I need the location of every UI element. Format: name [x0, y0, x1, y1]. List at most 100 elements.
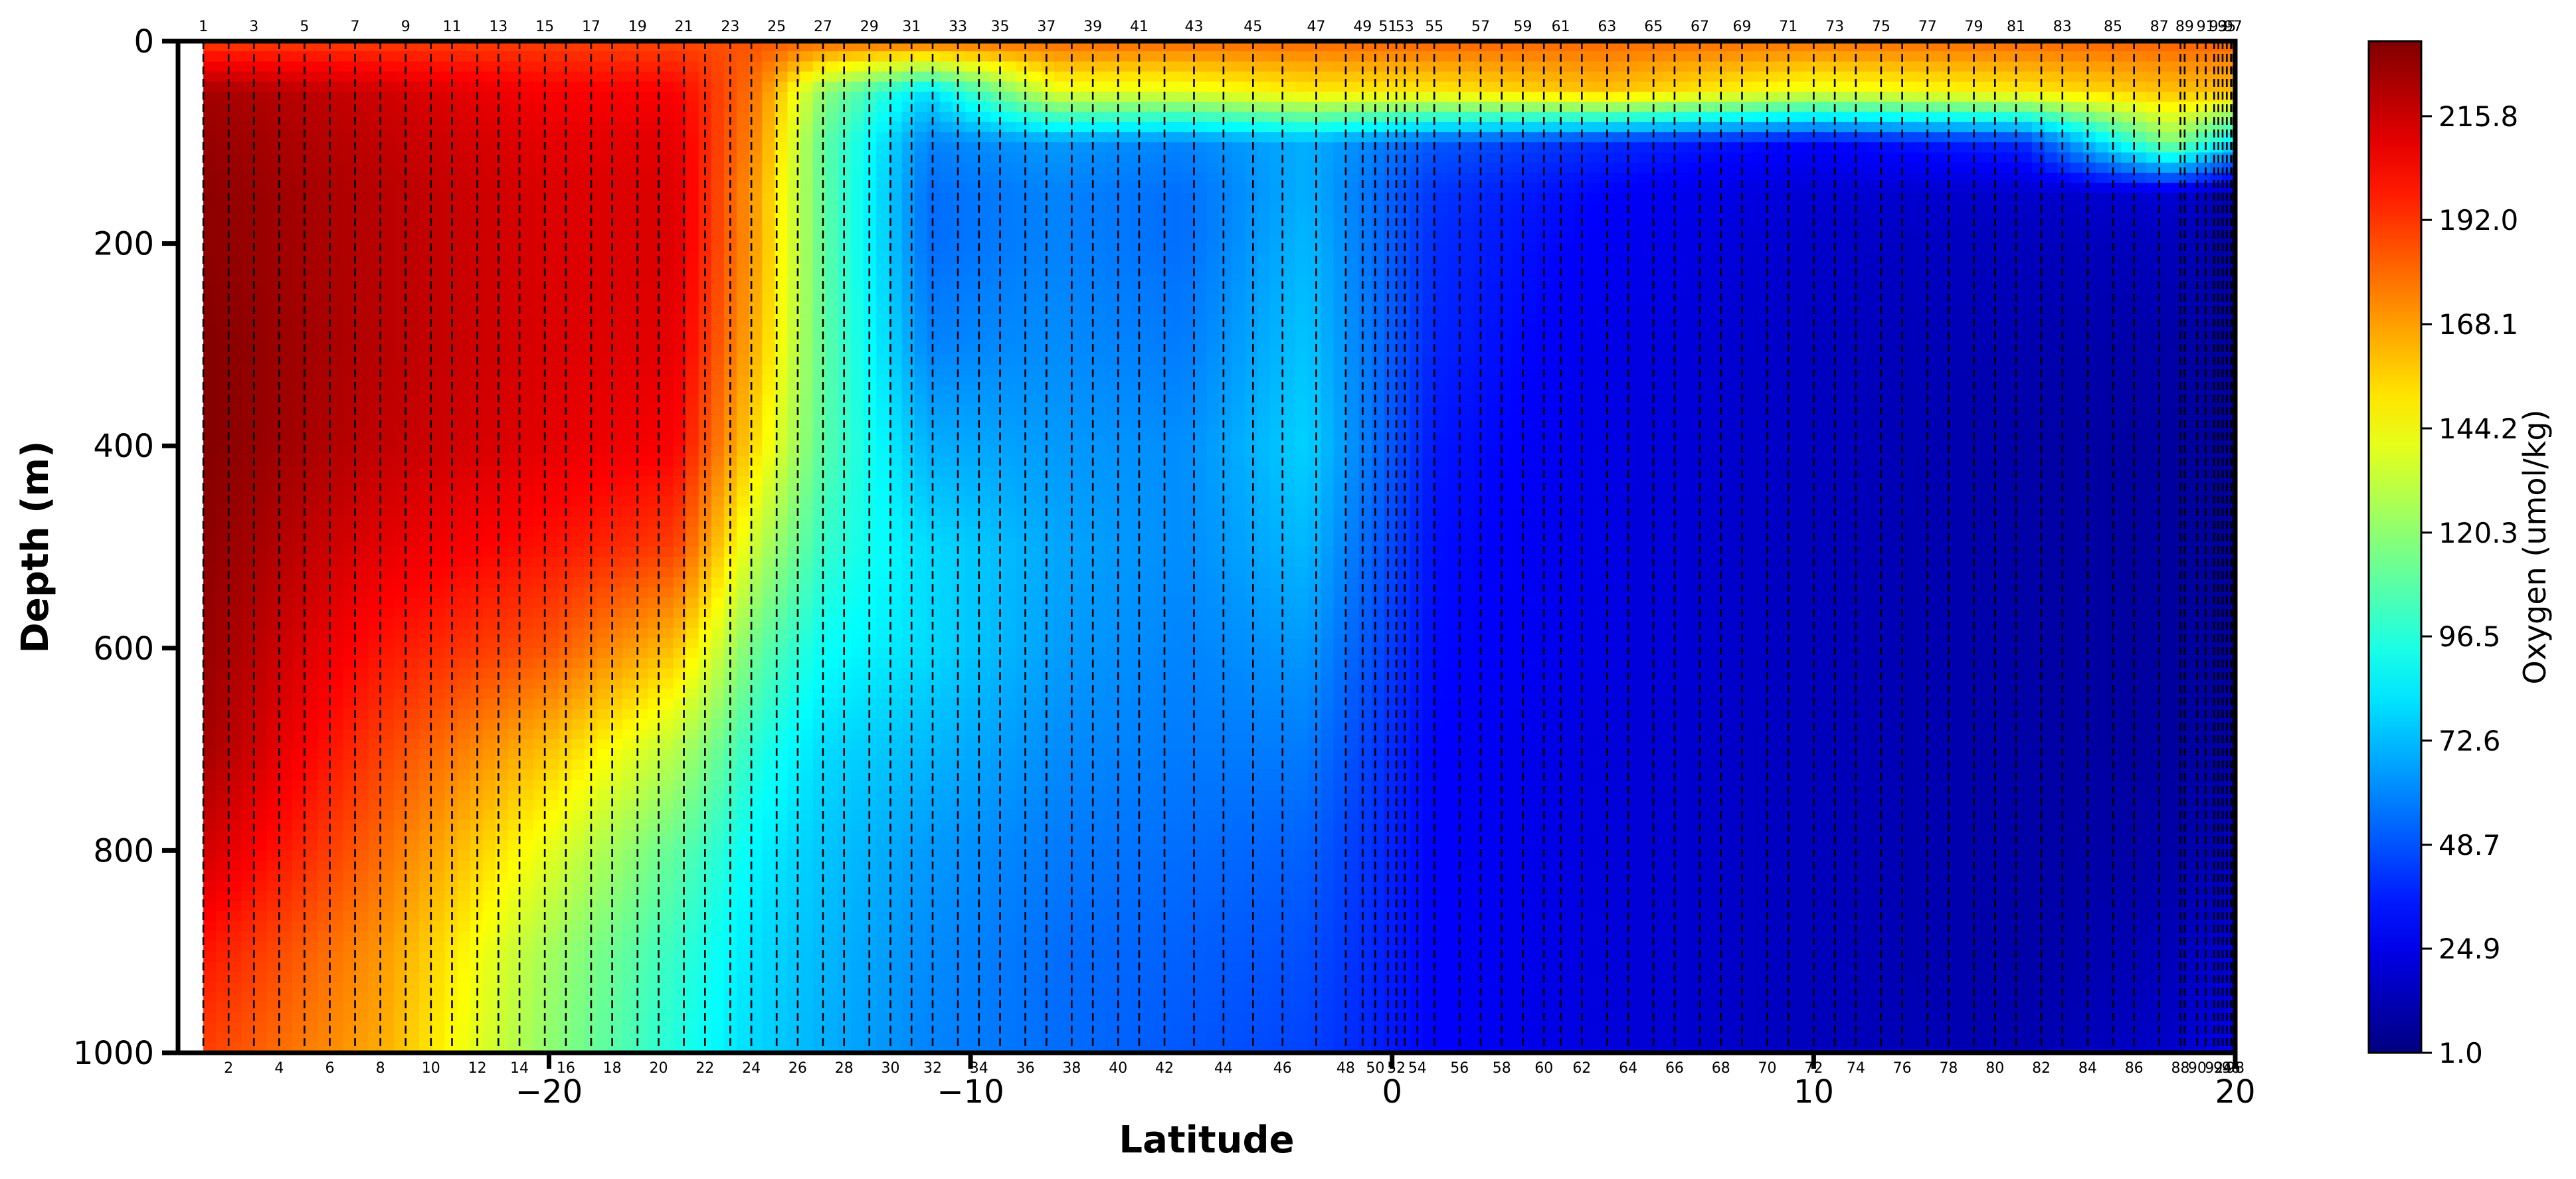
heat-cell [762, 193, 775, 203]
heat-cell [432, 132, 445, 143]
heat-cell [597, 577, 610, 588]
heat-cell [660, 112, 674, 123]
heat-cell [660, 861, 674, 871]
heat-cell [546, 244, 559, 254]
heat-cell [521, 679, 534, 689]
heat-cell [800, 72, 814, 82]
heat-cell [800, 1012, 814, 1023]
heat-cell [826, 577, 839, 588]
heat-cell [813, 426, 826, 436]
heat-cell [229, 942, 242, 952]
heat-cell [432, 254, 445, 264]
heat-cell [305, 749, 318, 760]
heat-cell [597, 638, 610, 649]
heat-cell [660, 173, 674, 183]
heat-cell [381, 840, 395, 851]
heat-cell [711, 486, 725, 497]
heat-cell [254, 335, 268, 345]
heat-cell [229, 244, 242, 254]
heat-cell [800, 507, 814, 517]
heat-cell [203, 102, 217, 112]
heat-cell [597, 729, 610, 740]
heat-cell [521, 1012, 534, 1023]
heat-cell [622, 638, 636, 649]
heat-cell [800, 992, 814, 1003]
heat-cell [381, 780, 395, 790]
heat-cell [356, 405, 369, 416]
heat-cell [826, 51, 839, 62]
heat-cell [826, 800, 839, 810]
heat-cell [241, 871, 254, 881]
heat-cell [546, 557, 559, 568]
heat-cell [203, 699, 217, 709]
heat-cell [597, 416, 610, 426]
heat-cell [496, 840, 509, 851]
heat-cell [432, 810, 445, 821]
heat-cell [546, 638, 559, 649]
heat-cell [229, 587, 242, 598]
heat-cell [597, 658, 610, 669]
heat-cell [216, 102, 229, 112]
heat-cell [241, 527, 254, 537]
heat-cell [496, 213, 509, 224]
heat-cell [572, 587, 585, 598]
heat-cell [407, 749, 420, 760]
heat-cell [496, 668, 509, 679]
heat-cell [737, 982, 750, 992]
heat-cell [432, 355, 445, 365]
heat-cell [381, 962, 395, 972]
heat-cell [660, 254, 674, 264]
heat-cell [800, 173, 814, 183]
heat-cell [432, 102, 445, 112]
heat-cell [788, 668, 801, 679]
heat-cell [457, 517, 470, 527]
heat-cell [800, 486, 814, 497]
heat-cell [318, 790, 331, 800]
heat-cell [737, 284, 750, 295]
heat-cell [432, 1022, 445, 1033]
heat-cell [318, 931, 331, 942]
heat-cell [711, 952, 725, 962]
heat-cell [800, 780, 814, 790]
heat-cell [826, 203, 839, 214]
heat-cell [686, 729, 699, 740]
heat-cell [407, 739, 420, 750]
heat-cell [521, 840, 534, 851]
heat-cell [241, 830, 254, 841]
heat-cell [216, 274, 229, 284]
heat-cell [622, 759, 636, 770]
heat-cell [496, 92, 509, 102]
heat-cell [305, 598, 318, 608]
heat-cell [241, 679, 254, 689]
heat-cell [254, 466, 268, 477]
heat-cell [381, 1033, 395, 1043]
heat-cell [546, 931, 559, 942]
heat-cell [546, 365, 559, 375]
heat-cell [788, 355, 801, 365]
heat-cell [241, 962, 254, 972]
heat-cell [800, 375, 814, 386]
heat-cell [597, 1012, 610, 1023]
heat-cell [216, 1002, 229, 1013]
heat-cell [483, 132, 496, 143]
heat-cell [496, 537, 509, 547]
heat-cell [356, 780, 369, 790]
heat-cell [280, 82, 293, 92]
heat-cell [318, 213, 331, 224]
heat-cell [318, 254, 331, 264]
heat-cell [267, 871, 280, 881]
heat-cell [318, 517, 331, 527]
heat-cell [622, 547, 636, 558]
heat-cell [737, 264, 750, 274]
heat-cell [305, 628, 318, 638]
heat-cell [788, 274, 801, 284]
heat-cell [318, 1002, 331, 1013]
heat-cell [407, 223, 420, 234]
heat-cell [292, 587, 306, 598]
heat-cell [292, 1002, 306, 1013]
heat-cell [546, 92, 559, 102]
heat-cell [826, 395, 839, 406]
heat-cell [660, 375, 674, 386]
heat-cell [381, 446, 395, 456]
heat-cell [280, 365, 293, 375]
